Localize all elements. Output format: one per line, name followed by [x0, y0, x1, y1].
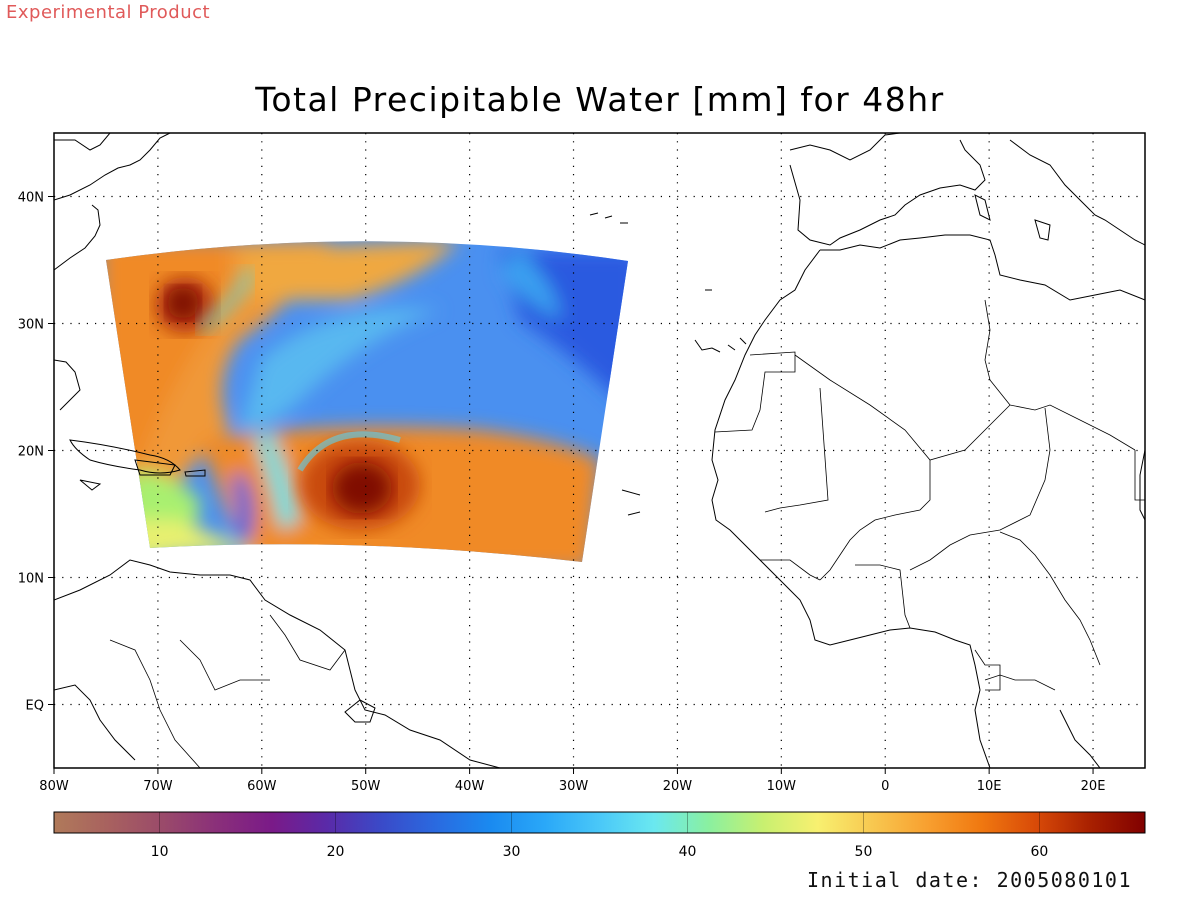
lat-tick-label: 40N — [18, 191, 44, 206]
lon-tick-label: 30W — [559, 779, 589, 794]
colorbar-ticks: 10 20 30 40 50 60 — [151, 812, 1049, 860]
country-borders — [109, 299, 1145, 768]
experimental-watermark: Experimental Product — [6, 2, 211, 23]
lon-tick-label: 50W — [351, 779, 381, 794]
initial-date-label: Initial date: 2005080101 — [807, 868, 1132, 892]
colorbar-tick-label: 40 — [679, 844, 697, 860]
lon-tick-label: 70W — [143, 779, 173, 794]
lon-tick-label: 40W — [455, 779, 485, 794]
lon-tick-label: 0 — [881, 779, 889, 794]
longitude-labels: 80W 70W 60W 50W 40W 30W 20W 10W 0 10E 20E — [39, 768, 1105, 794]
lon-tick-label: 20E — [1081, 779, 1106, 794]
lat-tick-label: 10N — [18, 572, 44, 587]
lon-tick-label: 60W — [247, 779, 277, 794]
lat-tick-label: 30N — [18, 318, 44, 333]
colorbar-tick-label: 20 — [327, 844, 345, 860]
colorbar-tick-label: 10 — [151, 844, 169, 860]
map-title: Total Precipitable Water [mm] for 48hr — [255, 80, 945, 119]
colorbar-tick-label: 60 — [1031, 844, 1049, 860]
precipitable-water-swath — [106, 241, 628, 562]
colorbar-tick-label: 50 — [855, 844, 873, 860]
colorbar — [53, 811, 1146, 834]
lon-tick-label: 80W — [39, 779, 69, 794]
latitude-labels: EQ 10N 20N 30N 40N — [18, 191, 54, 714]
lat-tick-label: EQ — [26, 699, 44, 714]
colorbar-tick-label: 30 — [503, 844, 521, 860]
lon-tick-label: 10W — [767, 779, 797, 794]
lon-tick-label: 10E — [977, 779, 1002, 794]
lon-tick-label: 20W — [663, 779, 693, 794]
lat-tick-label: 20N — [18, 445, 44, 460]
coastlines — [54, 133, 1145, 768]
